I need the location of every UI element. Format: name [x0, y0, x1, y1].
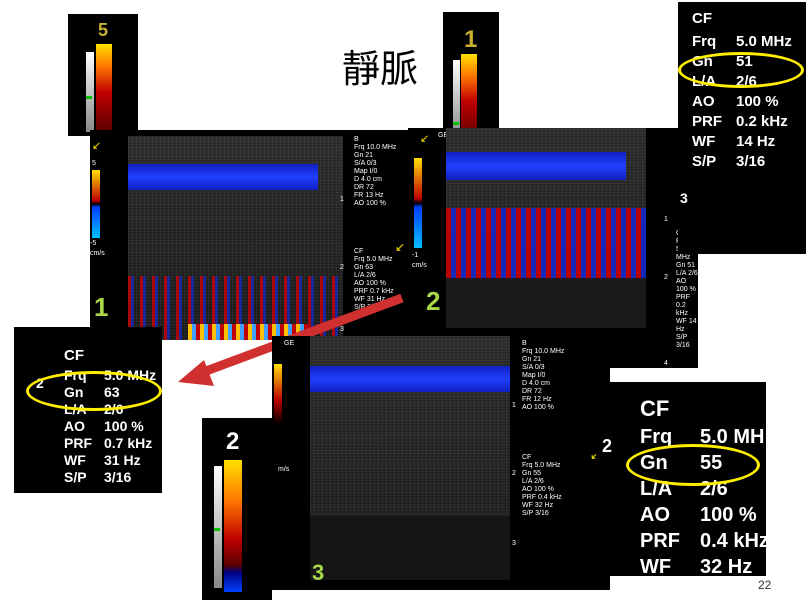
slide-title: 靜脈	[342, 49, 419, 91]
depth-mark-2: 2	[340, 264, 344, 271]
velocity-color-bar	[461, 54, 477, 140]
depth-mark-3: 3	[512, 540, 516, 547]
velocity-scale-bar	[92, 170, 100, 238]
depth-mark-1: 1	[512, 402, 516, 409]
scale-max-label: 2	[226, 428, 240, 455]
ultrasound-panel-1: ↙ 5 -5 cm/s 1 B Frq 10.0 MHz Gn 21 S/A 0…	[90, 130, 425, 340]
cf-mode: CF	[64, 347, 84, 364]
scale-unit-label: cm/s	[412, 262, 427, 269]
depth-mark: 2	[602, 436, 613, 456]
highlight-oval	[26, 371, 162, 411]
highlight-oval	[678, 52, 804, 88]
probe-arrow-icon: ↙	[420, 133, 430, 145]
ultrasound-panel-3: GE m/s 3 B Frq 10.0 MHz Gn 21 S/A 0/3 Ma…	[272, 336, 610, 590]
scale-bottom-label: -5	[90, 240, 97, 247]
deep-tissue	[310, 516, 510, 580]
deep-tissue	[446, 278, 646, 328]
cf-params-3: CF Frq 5.0 MHz Gn 55 L/A 2/6 AO 100 % PR…	[522, 454, 562, 517]
page-number: 22	[758, 578, 772, 592]
vein-flow-blue	[446, 152, 626, 180]
ultrasound-image	[310, 336, 510, 580]
ge-logo: GE	[284, 340, 295, 347]
color-scale-inset-3: 2	[202, 418, 272, 600]
panel-label-3: 3	[312, 560, 325, 585]
scale-bottom-label: -1	[412, 252, 419, 259]
zoom-params-left: CF Frq Gn L/A AO PRF WF S/P 5.0 MHz 63 2…	[14, 327, 162, 493]
velocity-scale-bar	[414, 158, 422, 248]
zoom-params-bottom-right: CF Frq Gn L/A AO PRF WF 5.0 MH 55 2/6 10…	[596, 382, 769, 578]
ge-logo: GE	[438, 132, 449, 139]
ultrasound-panel-2: ↙ GE -1 cm/s 2 CF Frq 5.0 MHz Gn 51 L/A …	[408, 128, 716, 368]
depth-mark: 3	[680, 190, 688, 206]
baseline-marker	[214, 528, 220, 531]
color-scale-inset-1: 5	[68, 14, 138, 136]
zoom-params-top-right: CF Frq Gn L/A AO PRF WF S/P 5.0 MHz 51 2…	[678, 2, 806, 254]
probe-arrow-icon: ↙	[590, 448, 600, 462]
baseline-marker	[86, 96, 92, 99]
color-scale-inset-2: 1	[443, 12, 499, 142]
cf-mode: CF	[640, 396, 670, 421]
depth-mark-1: 1	[340, 196, 344, 203]
b-params-1: B Frq 10.0 MHz Gn 21 S/A 0/3 Map I/0 D 4…	[354, 136, 397, 207]
probe-arrow-icon: ↙	[395, 240, 406, 254]
depth-mark-4: 4	[664, 360, 668, 367]
flow-red-blue	[446, 208, 646, 278]
depth-mark-3: 3	[340, 326, 344, 333]
b-params-3: B Frq 10.0 MHz Gn 21 S/A 0/3 Map I/0 D 4…	[522, 340, 565, 411]
scale-unit-label: cm/s	[90, 250, 105, 257]
velocity-color-bar	[224, 460, 242, 592]
ultrasound-image	[128, 136, 343, 340]
scale-unit-label: m/s	[278, 466, 290, 473]
scale-max-label: 5	[98, 20, 109, 40]
panel-label-1: 1	[94, 292, 109, 322]
depth-mark-2: 2	[512, 470, 516, 477]
depth-mark-2: 2	[664, 274, 668, 281]
panel-label-2: 2	[426, 286, 441, 316]
ultrasound-image	[446, 128, 646, 328]
probe-arrow-icon: ↙	[92, 140, 102, 152]
highlight-oval	[626, 444, 760, 486]
velocity-color-bar	[96, 44, 112, 132]
cf-mode: CF	[692, 10, 712, 27]
baseline-marker	[453, 122, 459, 125]
depth-mark-1: 1	[664, 216, 668, 223]
scale-max-label: 1	[464, 26, 478, 53]
scale-top-label: 5	[92, 160, 96, 167]
gray-scale-bar	[453, 60, 460, 138]
gray-scale-bar	[214, 466, 222, 588]
velocity-scale-bar	[274, 364, 282, 424]
vein-flow-blue	[310, 366, 510, 392]
vein-flow-blue	[128, 164, 318, 190]
gray-scale-bar	[86, 52, 94, 132]
